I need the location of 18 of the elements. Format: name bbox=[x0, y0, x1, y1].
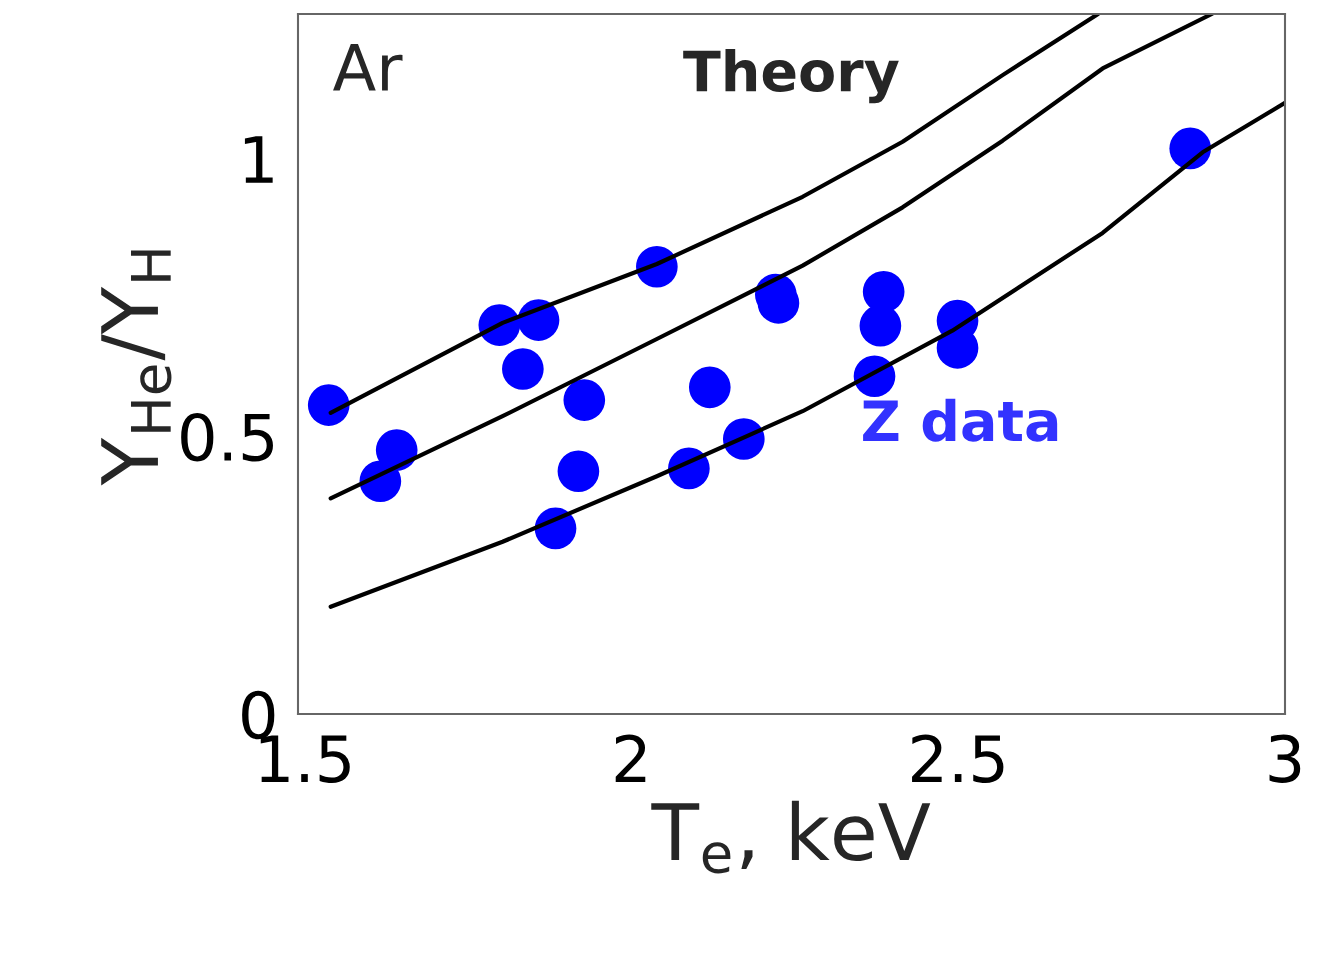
x-axis-title: T$_{e}$, keV bbox=[651, 800, 931, 874]
series-label: Z data bbox=[863, 398, 1058, 442]
point bbox=[862, 270, 905, 313]
point bbox=[307, 384, 350, 426]
y-axis-title: Y$_{He}$/Y$_{H}$ bbox=[101, 250, 172, 486]
point bbox=[563, 379, 606, 421]
x-tick-label: 2.5 bbox=[912, 734, 1004, 783]
line-series bbox=[328, 14, 1214, 501]
x-tick-label: 3 bbox=[1269, 734, 1301, 783]
y-tick-label: 0.5 bbox=[181, 413, 273, 462]
annotation: Ar bbox=[333, 43, 403, 91]
y-tick-label: 1 bbox=[244, 136, 273, 183]
x-tick-label: 2 bbox=[615, 734, 646, 782]
point bbox=[688, 366, 731, 409]
point bbox=[557, 450, 600, 493]
annotation: Theory bbox=[683, 49, 899, 104]
point bbox=[375, 429, 418, 471]
point bbox=[502, 348, 544, 390]
